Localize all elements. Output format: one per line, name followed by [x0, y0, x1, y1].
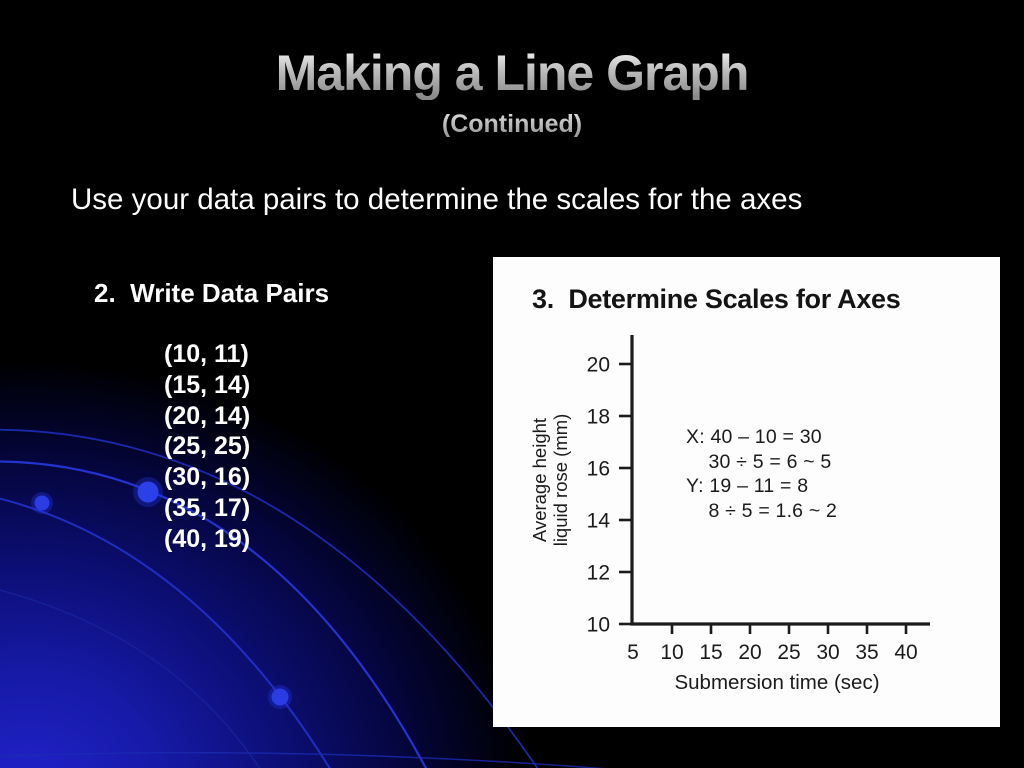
data-pair-item: (15, 14) — [164, 370, 251, 399]
background-arc — [0, 428, 539, 768]
background-dot — [34, 495, 50, 511]
x-tick-label: 30 — [816, 641, 839, 664]
slide-subtitle: (Continued) — [0, 110, 1024, 138]
y-axis-title-line: liquid rose (mm) — [550, 414, 571, 547]
x-tick-label: 10 — [660, 641, 683, 664]
background-arc — [0, 589, 261, 768]
y-tick-label: 12 — [587, 562, 610, 585]
scales-figure-panel: 10 12 14 16 18 20 5 10 15 20 25 30 35 40 Average heigh… — [493, 257, 1000, 727]
y-tick-label: 14 — [587, 510, 611, 533]
y-tick-label: 16 — [587, 458, 610, 481]
background-dot — [137, 481, 159, 503]
x-tick-label: 35 — [855, 641, 878, 664]
axes-lines — [630, 335, 930, 626]
data-pairs-list: (10, 11) (15, 14) (20, 14) (25, 25) (30, 16)… — [164, 339, 250, 555]
data-pairs-heading: 2. Write Data Pairs — [94, 278, 330, 308]
scales-figure-heading: 3. Determine Scales for Axes — [532, 284, 901, 314]
background-arc — [0, 497, 331, 768]
y-axis-title-line: Average height — [529, 418, 550, 542]
y-tick-label: 18 — [587, 406, 610, 429]
slide-title: Making a Line Graph — [0, 46, 1024, 100]
x-tick-label: 20 — [738, 641, 761, 664]
background-arc — [0, 751, 605, 768]
data-pair-item: (25, 25) — [164, 432, 251, 461]
data-pair-item: (35, 17) — [164, 493, 251, 522]
data-pair-item: (20, 14) — [164, 401, 251, 430]
y-tick-label: 20 — [587, 354, 610, 377]
y-tick-label: 10 — [587, 614, 610, 637]
data-pair-item: (30, 16) — [164, 463, 251, 492]
background-dot — [271, 688, 289, 706]
x-tick-label: 15 — [699, 641, 722, 664]
data-pair-item: (40, 19) — [164, 524, 251, 553]
background-arc — [0, 460, 428, 768]
x-tick-label: 5 — [627, 641, 639, 664]
x-tick-label: 40 — [894, 641, 917, 664]
chart-annotations: X: 40 – 10 = 30 30 ÷ 5 = 6 ~ 5 Y: 19 – 1… — [686, 426, 838, 523]
instruction-text: Use your data pairs to determine the sca… — [71, 183, 803, 216]
x-tick-label: 25 — [777, 641, 800, 664]
data-pair-item: (10, 11) — [164, 340, 249, 368]
x-axis-title: Submersion time (sec) — [674, 671, 879, 694]
axes-figure-chart: 10 12 14 16 18 20 5 10 15 20 25 30 35 40 Average heigh… — [529, 335, 930, 694]
